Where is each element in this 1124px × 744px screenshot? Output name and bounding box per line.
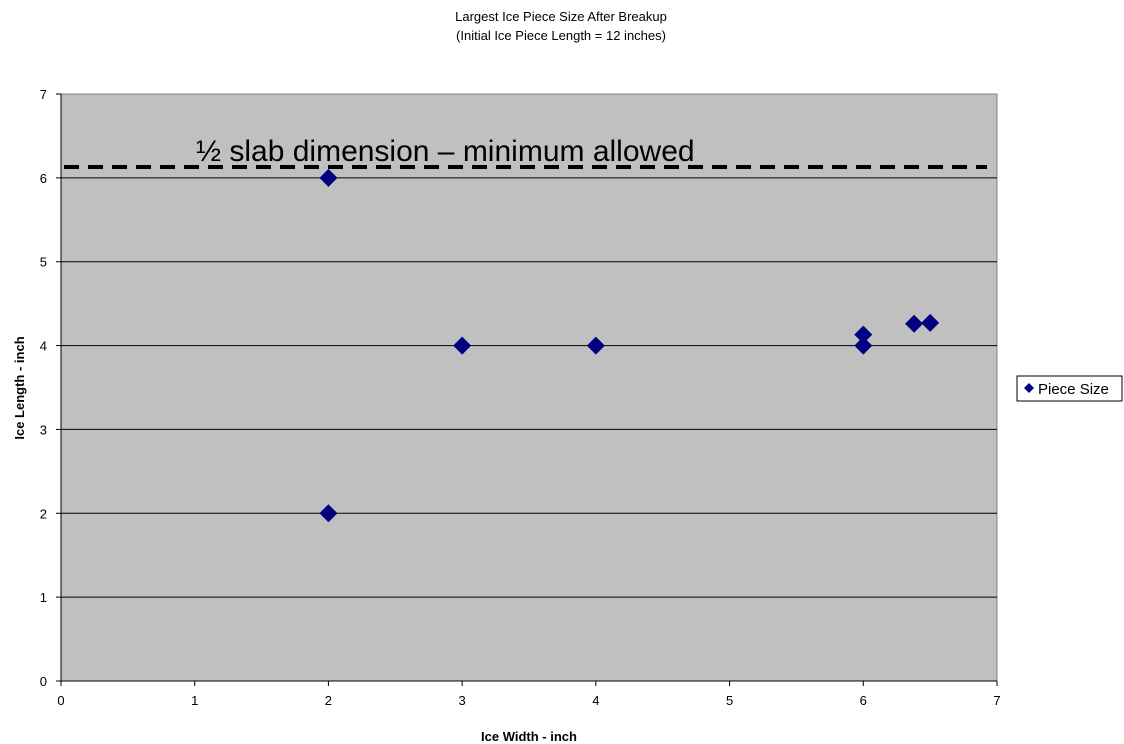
data-point-diamond bbox=[921, 313, 940, 332]
x-tick-label: 4 bbox=[592, 693, 599, 708]
data-point-diamond bbox=[453, 336, 472, 355]
data-point-diamond bbox=[319, 168, 338, 187]
y-axis-label: Ice Length - inch bbox=[12, 336, 27, 439]
data-point-diamond bbox=[905, 314, 924, 333]
legend-box bbox=[1016, 375, 1123, 402]
x-tick-label: 2 bbox=[325, 693, 332, 708]
y-tick-label: 4 bbox=[40, 339, 47, 354]
y-tick-label: 5 bbox=[40, 255, 47, 270]
chart-subtitle: (Initial Ice Piece Length = 12 inches) bbox=[456, 28, 666, 43]
legend-marker-diamond bbox=[1024, 383, 1034, 393]
x-tick-label: 7 bbox=[993, 693, 1000, 708]
data-point-diamond bbox=[586, 336, 605, 355]
data-point-diamond bbox=[854, 325, 873, 344]
legend-label-piece-size: Piece Size bbox=[1038, 381, 1109, 398]
y-tick-label: 7 bbox=[40, 87, 47, 102]
x-tick-label: 5 bbox=[726, 693, 733, 708]
gridlines bbox=[61, 177, 997, 598]
x-tick-label: 6 bbox=[860, 693, 867, 708]
y-tick-label: 2 bbox=[40, 506, 47, 521]
plot-area bbox=[60, 93, 998, 682]
legend: Piece Size bbox=[1016, 375, 1123, 402]
reference-line-label: ½ slab dimension – minimum allowed bbox=[196, 135, 695, 168]
x-tick-label: 3 bbox=[459, 693, 466, 708]
y-tick-label: 0 bbox=[40, 674, 47, 689]
x-tick-label: 1 bbox=[191, 693, 198, 708]
reference-line-group: ½ slab dimension – minimum allowed bbox=[64, 135, 987, 169]
axes: 0 1 2 3 4 5 6 7 0 1 2 3 4 5 6 7 bbox=[40, 87, 1001, 708]
y-tick-label: 6 bbox=[40, 171, 47, 186]
data-point-diamond bbox=[319, 504, 338, 523]
x-axis-label: Ice Width - inch bbox=[481, 729, 577, 744]
data-points bbox=[319, 168, 940, 523]
x-tick-label: 0 bbox=[57, 693, 64, 708]
y-tick-label: 1 bbox=[40, 590, 47, 605]
y-tick-label: 3 bbox=[40, 422, 47, 437]
chart-title: Largest Ice Piece Size After Breakup bbox=[455, 9, 667, 24]
data-point-diamond bbox=[854, 336, 873, 355]
